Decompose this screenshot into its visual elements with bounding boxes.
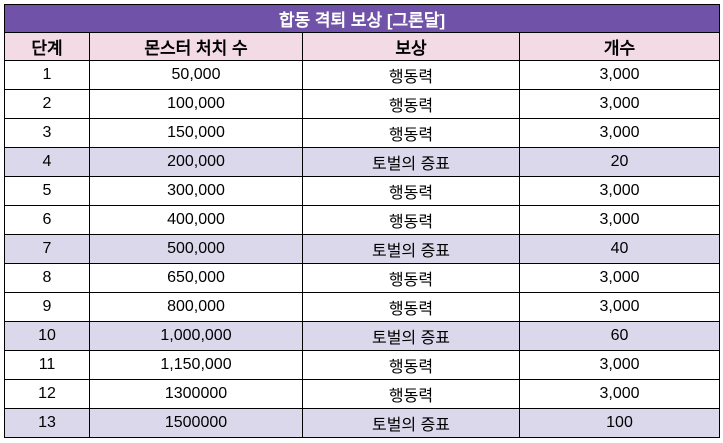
cell-reward: 토벌의 증표 [302, 321, 520, 351]
table-row: 9 800,000 행동력 3,000 [4, 292, 721, 322]
table-row: 12 1300000 행동력 3,000 [4, 379, 721, 409]
cell-count: 60 [518, 321, 721, 351]
cell-stage: 9 [4, 292, 90, 322]
cell-kills: 100,000 [89, 89, 303, 119]
cell-reward: 행동력 [302, 292, 520, 322]
cell-kills: 400,000 [89, 205, 303, 235]
cell-stage: 8 [4, 263, 90, 293]
cell-count: 3,000 [518, 89, 721, 119]
header-reward: 보상 [302, 32, 520, 61]
cell-stage: 6 [4, 205, 90, 235]
cell-reward: 행동력 [302, 176, 520, 206]
cell-reward: 행동력 [302, 263, 520, 293]
cell-reward: 행동력 [302, 205, 520, 235]
table-title: 합동 격퇴 보상 [그론달] [3, 4, 721, 33]
cell-stage: 3 [4, 118, 90, 148]
table-header-row: 단계 몬스터 처치 수 보상 개수 [4, 32, 721, 61]
cell-count: 3,000 [518, 263, 721, 293]
table-row: 11 1,150,000 행동력 3,000 [4, 350, 721, 380]
table-row: 4 200,000 토벌의 증표 20 [4, 147, 721, 177]
cell-reward: 행동력 [302, 60, 520, 90]
cell-stage: 10 [4, 321, 90, 351]
cell-reward: 행동력 [302, 118, 520, 148]
cell-kills: 1500000 [89, 408, 303, 438]
header-kills: 몬스터 처치 수 [89, 32, 303, 61]
cell-stage: 2 [4, 89, 90, 119]
table-row: 7 500,000 토벌의 증표 40 [4, 234, 721, 264]
table-row: 6 400,000 행동력 3,000 [4, 205, 721, 235]
cell-reward: 토벌의 증표 [302, 234, 520, 264]
cell-count: 3,000 [518, 379, 721, 409]
cell-reward: 행동력 [302, 89, 520, 119]
cell-count: 3,000 [518, 292, 721, 322]
cell-kills: 650,000 [89, 263, 303, 293]
cell-count: 3,000 [518, 60, 721, 90]
table-row: 13 1500000 토벌의 증표 100 [4, 408, 721, 438]
cell-count: 3,000 [518, 350, 721, 380]
cell-reward: 행동력 [302, 379, 520, 409]
cell-stage: 12 [4, 379, 90, 409]
reward-table-container: 합동 격퇴 보상 [그론달] 단계 몬스터 처치 수 보상 개수 1 50,000… [3, 4, 721, 438]
cell-reward: 토벌의 증표 [302, 408, 520, 438]
cell-stage: 5 [4, 176, 90, 206]
table-row: 3 150,000 행동력 3,000 [4, 118, 721, 148]
table-row: 8 650,000 행동력 3,000 [4, 263, 721, 293]
table-title-row: 합동 격퇴 보상 [그론달] [3, 4, 721, 33]
cell-kills: 1,000,000 [89, 321, 303, 351]
table-row: 1 50,000 행동력 3,000 [4, 60, 721, 90]
cell-reward: 토벌의 증표 [302, 147, 520, 177]
table-row: 5 300,000 행동력 3,000 [4, 176, 721, 206]
cell-kills: 1300000 [89, 379, 303, 409]
cell-count: 3,000 [518, 176, 721, 206]
cell-kills: 150,000 [89, 118, 303, 148]
cell-stage: 13 [4, 408, 90, 438]
cell-kills: 50,000 [89, 60, 303, 90]
cell-stage: 1 [4, 60, 90, 90]
cell-kills: 1,150,000 [89, 350, 303, 380]
table-row: 2 100,000 행동력 3,000 [4, 89, 721, 119]
cell-stage: 11 [4, 350, 90, 380]
table-row: 10 1,000,000 토벌의 증표 60 [4, 321, 721, 351]
cell-count: 3,000 [518, 205, 721, 235]
cell-count: 20 [518, 147, 721, 177]
cell-kills: 500,000 [89, 234, 303, 264]
header-count: 개수 [518, 32, 721, 61]
cell-stage: 7 [4, 234, 90, 264]
cell-reward: 행동력 [302, 350, 520, 380]
header-stage: 단계 [4, 32, 90, 61]
cell-stage: 4 [4, 147, 90, 177]
cell-count: 40 [518, 234, 721, 264]
cell-kills: 300,000 [89, 176, 303, 206]
reward-table: 합동 격퇴 보상 [그론달] 단계 몬스터 처치 수 보상 개수 1 50,000… [3, 4, 721, 438]
cell-kills: 200,000 [89, 147, 303, 177]
cell-kills: 800,000 [89, 292, 303, 322]
cell-count: 100 [518, 408, 721, 438]
cell-count: 3,000 [518, 118, 721, 148]
